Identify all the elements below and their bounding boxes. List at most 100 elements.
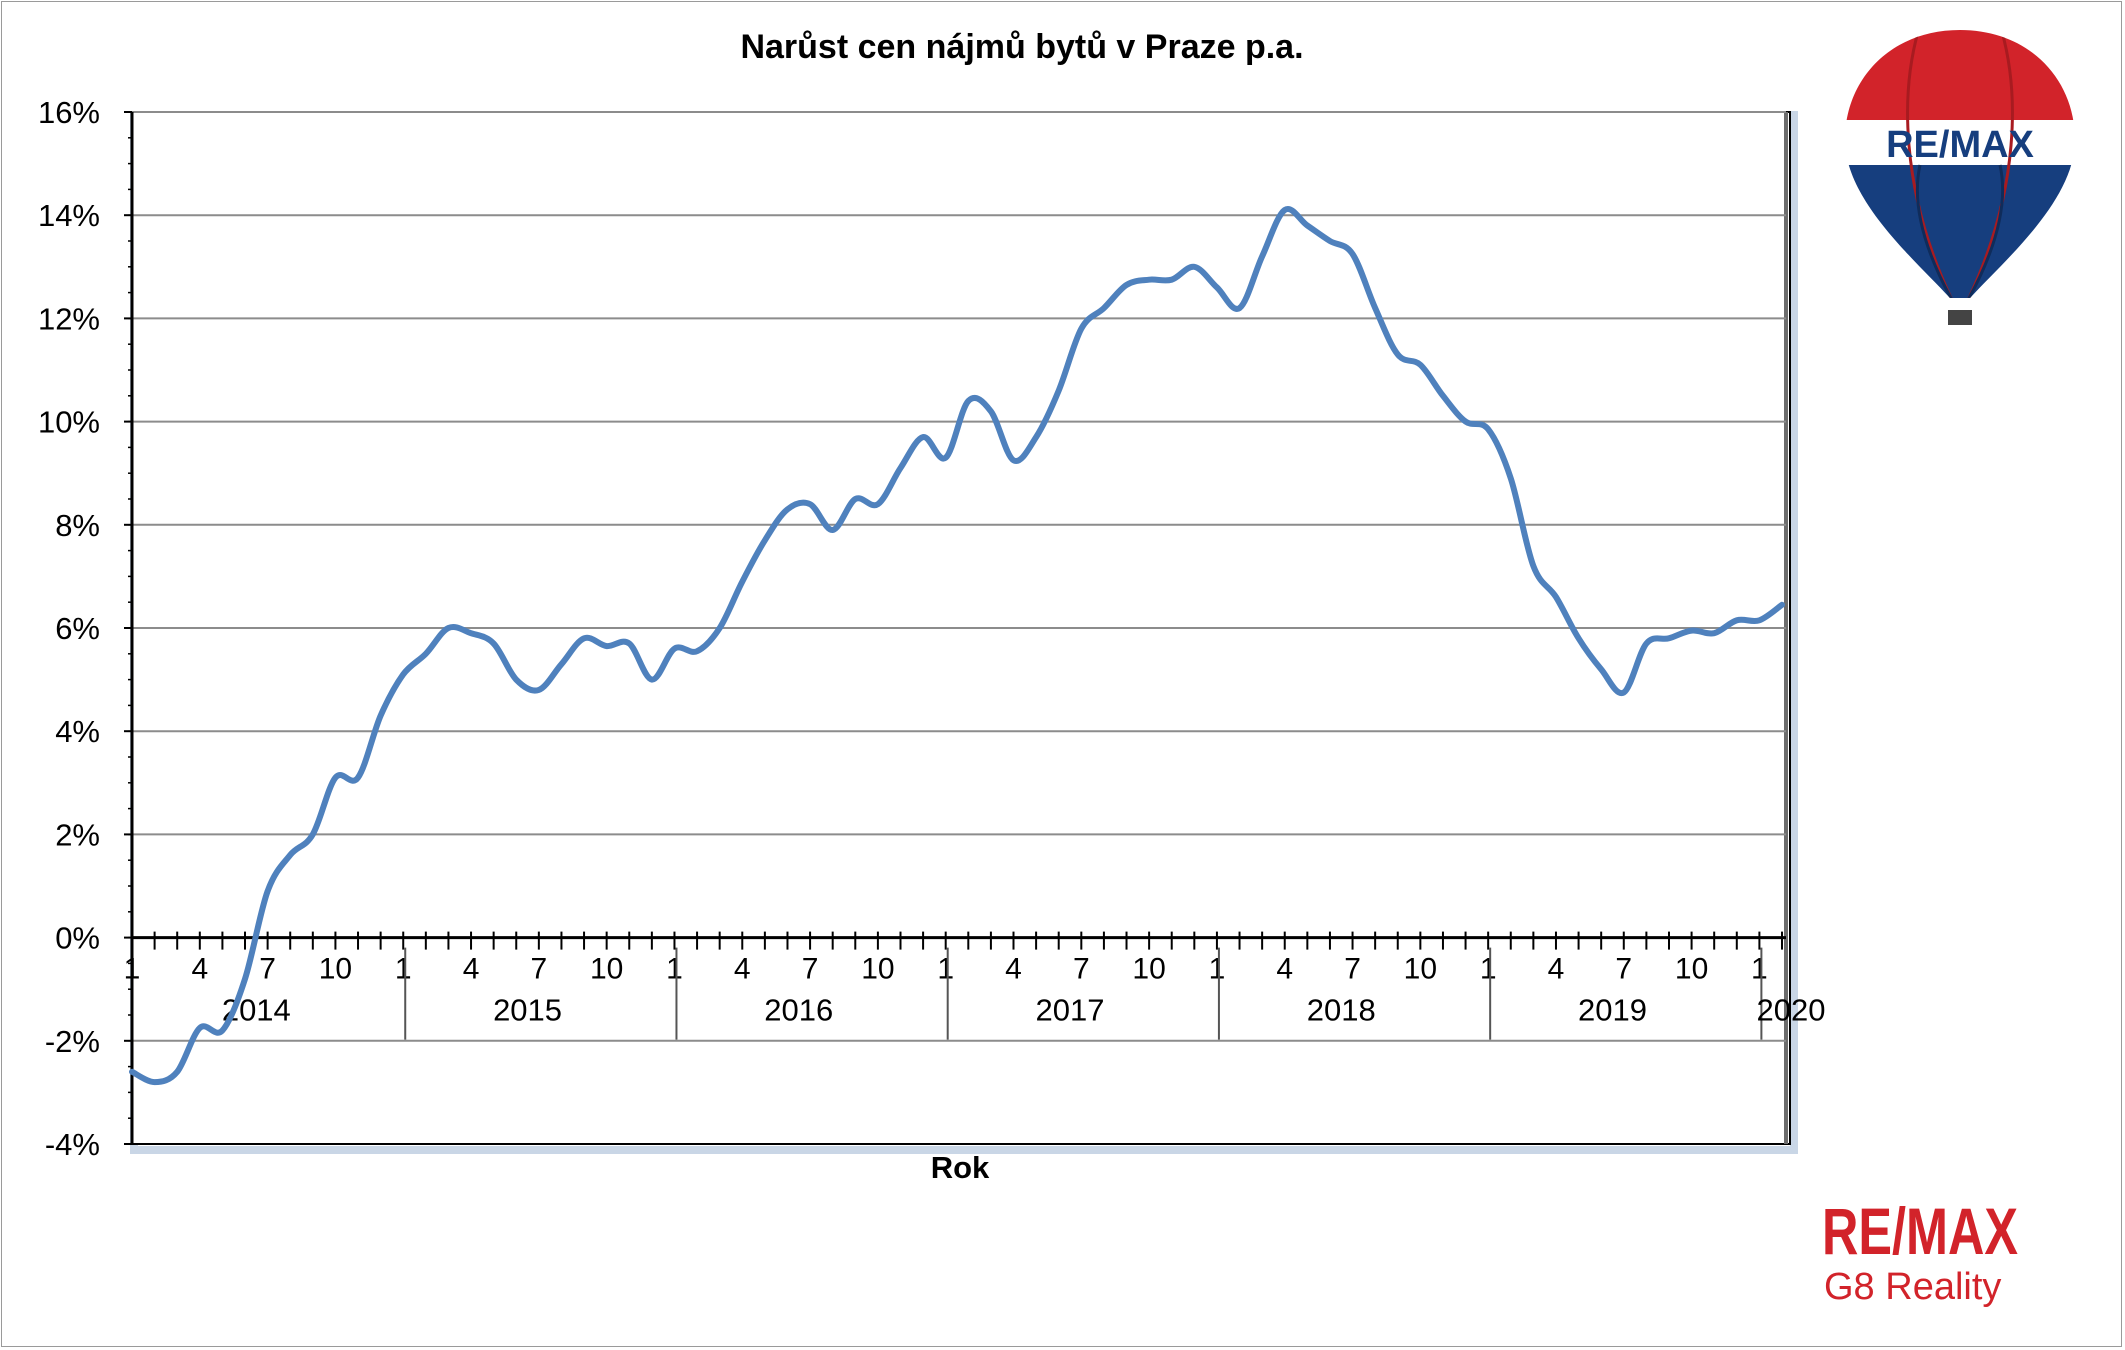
data-point <box>514 678 518 682</box>
data-point <box>1192 265 1196 269</box>
data-point <box>379 714 383 718</box>
data-point <box>1034 435 1038 439</box>
x-year-label: 2020 <box>1757 993 1826 1028</box>
data-point <box>537 688 541 692</box>
data-point <box>1012 458 1016 462</box>
data-point <box>1509 476 1513 480</box>
data-point <box>1170 278 1174 282</box>
balloon-logo: RE/MAX <box>1845 30 2075 325</box>
y-tick-label: 0% <box>55 921 100 956</box>
x-axis-title: Rok <box>931 1150 990 1185</box>
data-point <box>198 1026 202 1030</box>
data-point <box>1079 327 1083 331</box>
x-month-label: 1 <box>395 953 412 986</box>
data-point <box>989 409 993 413</box>
x-month-label: 1 <box>1480 953 1497 986</box>
data-point <box>695 649 699 653</box>
x-month-label: 1 <box>1209 953 1226 986</box>
data-point <box>785 507 789 511</box>
balloon-logo-text: RE/MAX <box>1886 124 2034 166</box>
y-axis: 16% 14% 12% 10% 8% 6% 4% 2% 0% -2% -4% <box>38 95 134 1162</box>
data-point <box>1351 252 1355 256</box>
data-point <box>401 672 405 676</box>
x-month-label: 10 <box>319 953 352 986</box>
data-point <box>1622 691 1626 695</box>
data-point <box>424 652 428 656</box>
series-line <box>129 206 1785 1086</box>
data-point <box>1464 420 1468 424</box>
y-tick-label: 4% <box>55 714 100 749</box>
data-point <box>1531 564 1535 568</box>
y-tick-label: -4% <box>45 1127 100 1162</box>
data-point <box>876 502 880 506</box>
data-point <box>1147 278 1151 282</box>
x-year-label: 2016 <box>764 993 833 1028</box>
data-point <box>1735 618 1739 622</box>
data-point <box>356 776 360 780</box>
data-point <box>266 889 270 893</box>
data-point <box>1057 389 1061 393</box>
data-point <box>582 636 586 640</box>
data-point <box>1441 394 1445 398</box>
data-point <box>1554 595 1558 599</box>
data-point <box>650 678 654 682</box>
data-point <box>1486 427 1490 431</box>
data-point <box>130 1070 134 1074</box>
data-point <box>1690 629 1694 633</box>
data-point <box>1757 618 1761 622</box>
x-month-label: 4 <box>1005 953 1022 986</box>
y-tick-label: 8% <box>55 508 100 543</box>
data-point <box>1373 306 1377 310</box>
y-tick-label: 10% <box>38 405 100 440</box>
data-point <box>1283 208 1287 212</box>
brand-subtitle: G8 Reality <box>1824 1266 2002 1308</box>
data-point <box>220 1028 224 1032</box>
data-point <box>469 631 473 635</box>
data-point <box>944 456 948 460</box>
x-month-label: 1 <box>1751 953 1768 986</box>
x-year-label: 2019 <box>1578 993 1647 1028</box>
x-month-label: 4 <box>1276 953 1293 986</box>
data-point <box>1260 254 1264 258</box>
data-point <box>492 641 496 645</box>
data-point <box>1102 306 1106 310</box>
data-point <box>1215 285 1219 289</box>
x-month-label: 7 <box>259 953 276 986</box>
x-month-label: 10 <box>1404 953 1437 986</box>
data-point <box>288 853 292 857</box>
x-year-label: 2017 <box>1036 993 1105 1028</box>
x-month-label: 1 <box>666 953 683 986</box>
data-point <box>153 1080 157 1084</box>
data-point <box>446 626 450 630</box>
x-month-label: 7 <box>1073 953 1090 986</box>
x-month-label: 4 <box>191 953 208 986</box>
y-tick-label: 12% <box>38 301 100 336</box>
y-tick-label: -2% <box>45 1024 100 1059</box>
data-point <box>808 502 812 506</box>
x-month-label: 7 <box>531 953 548 986</box>
data-point <box>1577 636 1581 640</box>
x-month-label: 4 <box>463 953 480 986</box>
data-point <box>672 647 676 651</box>
data-point <box>1667 636 1671 640</box>
x-month-label: 7 <box>1344 953 1361 986</box>
data-point <box>605 644 609 648</box>
data-point <box>175 1070 179 1074</box>
y-tick-label: 2% <box>55 817 100 852</box>
y-tick-label: 14% <box>38 198 100 233</box>
data-point <box>1125 283 1129 287</box>
x-month-label: 10 <box>861 953 894 986</box>
x-month-label: 10 <box>1132 953 1165 986</box>
data-point <box>898 466 902 470</box>
data-point <box>559 662 563 666</box>
data-point <box>1780 603 1784 607</box>
series-layer <box>129 206 1785 1086</box>
data-point <box>853 497 857 501</box>
data-point <box>718 626 722 630</box>
data-point <box>243 977 247 981</box>
data-point <box>1418 363 1422 367</box>
x-month-label: 7 <box>802 953 819 986</box>
y-tick-label: 16% <box>38 95 100 130</box>
